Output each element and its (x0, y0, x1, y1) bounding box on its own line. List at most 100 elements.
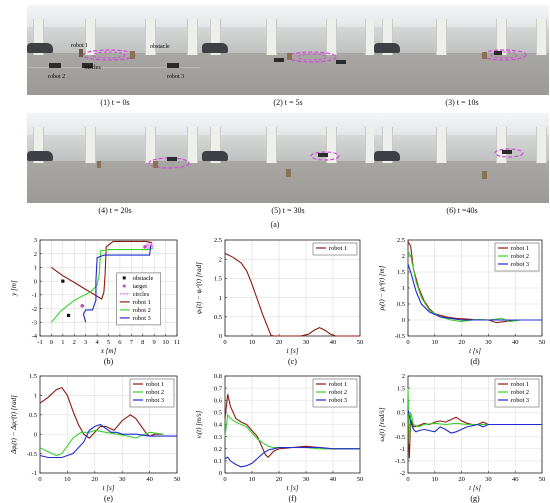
legend-label: robot 1 (329, 245, 347, 252)
x-tick-label: 10 (432, 339, 439, 346)
y-tick-label: 1.5 (397, 385, 405, 392)
target-marker (143, 245, 147, 249)
panel-caption: (g) (470, 494, 480, 503)
panel-caption: (e) (104, 494, 113, 503)
photo-t0: robot 1 obstacle circles robot 2 robot 3 (27, 5, 202, 95)
legend-label: robot 2 (133, 307, 151, 314)
y-tick-label: -2 (400, 470, 405, 477)
photo-t30 (200, 113, 375, 203)
series-line-robot-1 (51, 240, 153, 300)
target-marker (80, 304, 85, 308)
x-tick-label: 30 (303, 339, 310, 346)
x-tick-label: 40 (146, 476, 153, 483)
y-axis-label: ωᵢ(t) [rad/s] (378, 407, 386, 442)
photo-t0-overlay: robot 1 obstacle circles robot 2 robot 3 (48, 43, 184, 80)
caption-photo-t5: (2) t = 5s (273, 98, 303, 107)
y-tick-label: -1.5 (395, 458, 405, 465)
photo-t20 (27, 113, 202, 203)
x-tick-label: 20 (458, 339, 465, 346)
series-line-robot-2 (224, 413, 360, 450)
x-tick-label: 3 (84, 339, 87, 346)
series-line-robot-3 (39, 423, 177, 459)
y-tick-label: 0 (34, 431, 37, 438)
x-tick-label: 7 (130, 339, 134, 346)
series-line-robot-1 (407, 412, 542, 459)
target-circle (147, 242, 153, 249)
y-tick-label: 0.1 (214, 458, 222, 465)
y-tick-label: -1 (32, 470, 37, 477)
legend-box (116, 272, 161, 326)
legend-label: circles (133, 291, 150, 298)
x-tick-label: 5 (107, 339, 110, 346)
x-axis-label: t [s] (287, 484, 299, 492)
x-tick-label: 10 (64, 476, 71, 483)
x-tick-label: 30 (485, 476, 492, 483)
plot-d-distance-error: 0 10 20 30 40 50-0.500.511.522.5t [s]ρᵢ(t) − … (378, 237, 546, 366)
panel-caption: (d) (470, 357, 480, 366)
plot-c-heading-error: 0 10 20 30 40 50 0 0.5 1 1.5 2 2.5 t [s] φᵣ(t) − φᵣᵈ(… (195, 237, 363, 366)
y-tick-label: 0 (402, 317, 405, 324)
y-tick-label: 0 (219, 470, 222, 477)
x-tick-label: 0 (223, 476, 226, 483)
y-tick-label: 1 (34, 265, 37, 272)
y-tick-label: 1 (34, 393, 37, 400)
legend-label: robot 3 (329, 397, 347, 404)
caption-photo-t30: (5) t = 30s (271, 206, 305, 215)
y-tick-label: 0.5 (397, 410, 405, 417)
x-tick-label: 0 (223, 339, 226, 346)
y-tick-label: -1 (400, 446, 405, 453)
series-line-robot-2 (50, 247, 154, 323)
legend-label: robot 1 (133, 299, 151, 306)
panel-caption: (b) (104, 357, 114, 366)
y-tick-label: 0.5 (214, 410, 222, 417)
label-robot1: robot 1 (71, 43, 88, 49)
legend-label: robot 1 (146, 381, 164, 388)
x-tick-label: 50 (539, 476, 546, 483)
x-tick-label: 40 (330, 339, 337, 346)
legend-label: robot 1 (511, 381, 529, 388)
x-tick-label: 8 (141, 339, 144, 346)
y-tick-label: 0.5 (214, 314, 222, 321)
legend-label: obstacle (133, 275, 154, 282)
x-tick-label: 50 (539, 339, 546, 346)
x-tick-label: 40 (330, 476, 337, 483)
legend-label: robot 3 (511, 261, 529, 268)
x-axis-label: t [s] (287, 347, 299, 355)
legend-label: robot 2 (511, 253, 529, 260)
x-tick-label: 10 (249, 476, 256, 483)
series-line-robot-2 (39, 429, 164, 457)
x-tick-label: 10 (432, 476, 439, 483)
y-tick-label: 1.5 (29, 373, 37, 380)
target-circle (148, 243, 152, 248)
y-tick-label: -0.5 (395, 434, 405, 441)
series-line-robot-3 (407, 409, 542, 434)
legend-label: robot 3 (146, 397, 164, 404)
legend-swatch (122, 276, 126, 280)
x-tick-label: 11 (174, 339, 180, 346)
x-tick-label: 1 (61, 339, 64, 346)
y-tick-label: 0.5 (397, 301, 405, 308)
y-tick-label: -1 (32, 292, 37, 299)
x-axis-label: t [s] (469, 484, 481, 492)
x-tick-label: 0 (38, 476, 41, 483)
y-tick-label: -0.5 (395, 333, 405, 340)
label-circles: circles (85, 65, 101, 71)
caption-photo-t20: (4) t = 20s (98, 206, 132, 215)
series-line-robot-3 (82, 245, 152, 323)
caption-group-a: (a) (270, 220, 280, 229)
obstacle-marker (66, 313, 71, 318)
x-tick-label: 2 (73, 339, 76, 346)
y-tick-label: 0.6 (214, 397, 223, 404)
y-tick-label: 2 (219, 256, 222, 263)
label-obstacle: obstacle (150, 44, 170, 50)
x-tick-label: 30 (485, 339, 492, 346)
x-tick-label: 4 (95, 339, 99, 346)
panel-caption: (f) (289, 494, 297, 503)
x-tick-label: 40 (512, 339, 519, 346)
y-tick-label: 1 (402, 285, 405, 292)
y-tick-label: 0.3 (214, 434, 222, 441)
legend-label: target (133, 283, 147, 290)
x-tick-label: 20 (276, 476, 283, 483)
y-tick-label: 0.5 (29, 412, 37, 419)
plot-f-linear-velocity: 0 10 20 30 40 50 0 0.1 0.2 0.3 0.4 0.5 0.6 0.7 0.8 t [s… (195, 373, 363, 503)
